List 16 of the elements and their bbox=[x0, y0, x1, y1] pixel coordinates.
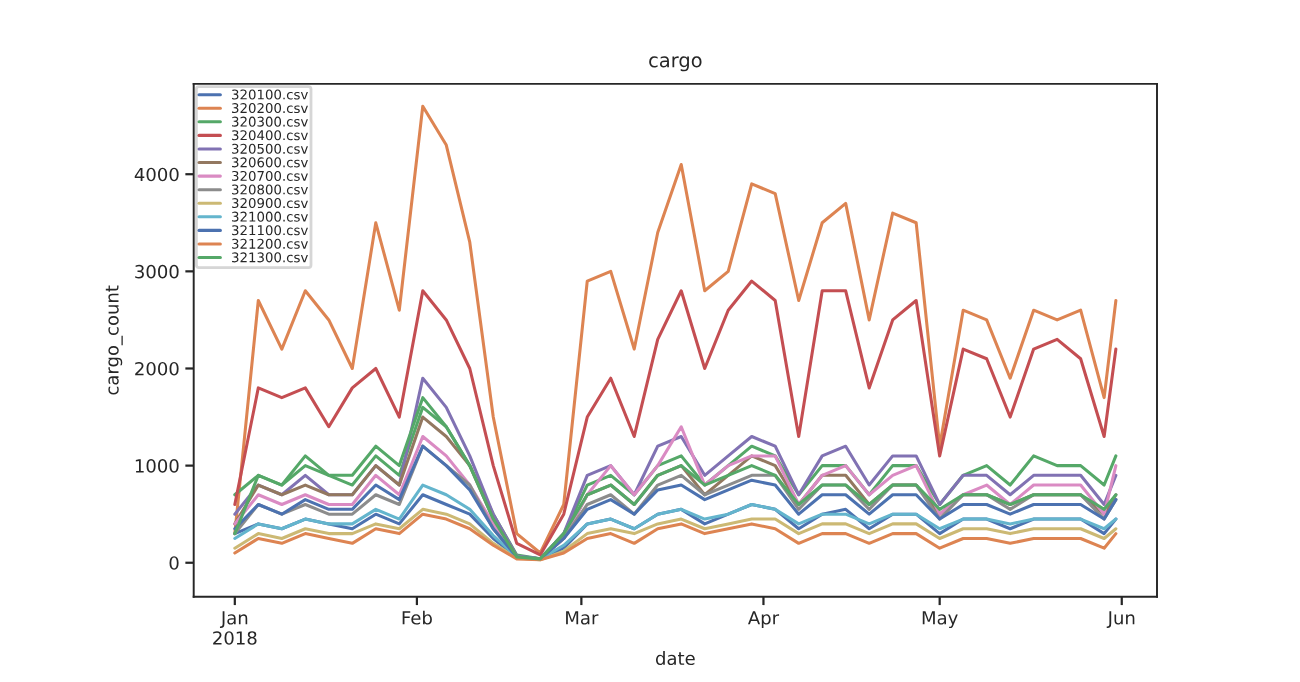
y-tick-label: 0 bbox=[169, 556, 179, 570]
y-axis-title: cargo_count bbox=[105, 285, 123, 395]
y-tick-label: 3000 bbox=[135, 264, 179, 279]
y-tick-label: 2000 bbox=[135, 361, 179, 376]
line-series bbox=[233, 279, 1118, 557]
x-tick-label: Apr bbox=[747, 611, 780, 629]
line-series bbox=[233, 104, 1118, 555]
x-tick-label: Jan 2018 bbox=[213, 611, 257, 645]
y-tick-label: 1000 bbox=[135, 459, 179, 473]
x-axis-title: date bbox=[655, 651, 695, 666]
x-tick-label: Feb bbox=[402, 610, 432, 625]
y-tick-label: 4000 bbox=[134, 167, 179, 182]
x-tick-label: Mar bbox=[566, 611, 599, 625]
x-tick-label: May bbox=[922, 611, 958, 629]
chart-title: cargo bbox=[649, 56, 702, 72]
x-tick-label: Jun bbox=[1106, 611, 1135, 628]
